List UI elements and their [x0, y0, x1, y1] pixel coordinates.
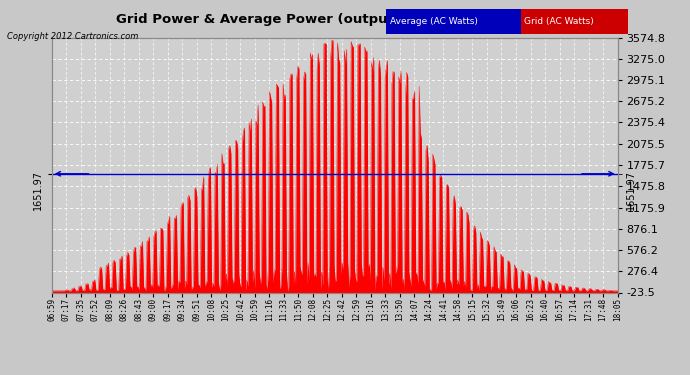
Text: Grid (AC Watts): Grid (AC Watts): [524, 17, 594, 26]
Text: Grid Power & Average Power (output watts)  Fri Oct 12 18:18: Grid Power & Average Power (output watts…: [116, 13, 574, 26]
Text: Average (AC Watts): Average (AC Watts): [390, 17, 477, 26]
Text: Copyright 2012 Cartronics.com: Copyright 2012 Cartronics.com: [7, 32, 138, 41]
